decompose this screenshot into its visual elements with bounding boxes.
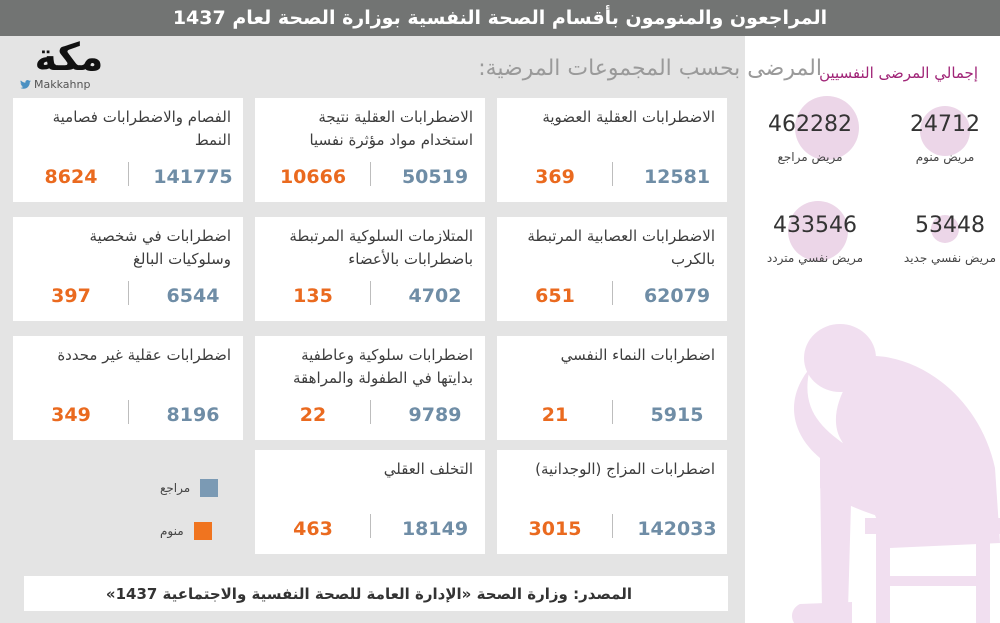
value-divider [128, 162, 129, 186]
legend-inpatient-swatch [193, 522, 212, 540]
category-label: الاضطرابات العصابية المرتبطة بالكرب [527, 227, 715, 268]
side-panel-title: إجمالي المرضى النفسيين [819, 64, 978, 82]
review-count: 50519 [401, 166, 469, 188]
logo-handle-text: Makkahnp [34, 78, 91, 91]
category-card: الفصام والاضطرابات فصامية النمط 141775 862… [13, 98, 243, 202]
stat-label: مريض منوم [915, 150, 975, 164]
value-divider [612, 400, 613, 424]
stat-bubble [931, 215, 959, 243]
category-card: المتلازمات السلوكية المرتبطة باضطرابات ب… [255, 217, 485, 321]
page-title: المراجعون والمنومون بأقسام الصحة النفسية… [172, 7, 828, 29]
stat-bubble [788, 201, 848, 261]
review-count: 6544 [166, 285, 220, 307]
stat-label: مريض نفسي جديد [903, 251, 997, 265]
legend-review-swatch [200, 479, 219, 497]
stat-value: 433546 [773, 213, 857, 238]
inpatient-count: 349 [51, 404, 91, 426]
twitter-bird-icon [20, 80, 31, 89]
inpatient-count: 651 [535, 285, 575, 307]
review-count: 12581 [643, 166, 711, 188]
category-label: المتلازمات السلوكية المرتبطة باضطرابات ب… [289, 227, 473, 268]
category-card: اضطرابات عقلية غير محددة 8196 349 [13, 336, 243, 440]
legend-review-label: مراجع [160, 481, 191, 495]
value-divider [370, 162, 371, 186]
stat-review-total: 462282 مريض مراجع [755, 96, 865, 166]
review-count: 62079 [643, 285, 711, 307]
category-card: التخلف العقلي 18149 463 [255, 450, 485, 554]
value-divider [128, 281, 129, 305]
inpatient-count: 397 [51, 285, 91, 307]
review-count: 142033 [637, 518, 717, 540]
category-label: الاضطرابات العقلية نتيجة استخدام مواد مؤ… [309, 108, 473, 149]
stat-bubble [795, 96, 859, 160]
inpatient-count: 369 [535, 166, 575, 188]
sitting-person-illustration [792, 324, 1000, 623]
value-divider [128, 400, 129, 424]
category-label: اضطرابات في شخصية وسلوكيات البالغ [89, 227, 231, 268]
stat-inpatient-total: 24712 مريض منوم [890, 106, 1000, 166]
stat-value: 53448 [915, 213, 985, 238]
review-count: 9789 [408, 404, 462, 426]
category-label: اضطرابات النماء النفسي [560, 346, 715, 364]
makkah-logo: مكة Makkahnp [14, 36, 124, 98]
category-card: الاضطرابات العصابية المرتبطة بالكرب 62079… [497, 217, 727, 321]
legend-inpatient-label: منوم [160, 524, 184, 538]
review-count: 4702 [408, 285, 462, 307]
stat-bubble [920, 106, 970, 156]
category-label: التخلف العقلي [383, 460, 473, 478]
value-divider [612, 514, 613, 538]
inpatient-count: 8624 [44, 166, 98, 188]
value-divider [370, 281, 371, 305]
inpatient-count: 135 [293, 285, 333, 307]
value-divider [370, 514, 371, 538]
section-title: المرضى بحسب المجموعات المرضية: [478, 56, 822, 81]
category-card: اضطرابات في شخصية وسلوكيات البالغ 6544 397 [13, 217, 243, 321]
category-label: اضطرابات المزاج (الوجدانية) [535, 460, 715, 478]
inpatient-count: 22 [299, 404, 327, 426]
category-label: اضطرابات عقلية غير محددة [57, 346, 231, 364]
stat-new-total: 53448 مريض نفسي جديد [895, 213, 1000, 267]
logo-handle: Makkahnp [20, 78, 124, 91]
logo-mark: مكة [34, 35, 106, 79]
review-count: 8196 [166, 404, 220, 426]
inpatient-count: 21 [541, 404, 569, 426]
value-divider [370, 400, 371, 424]
category-label: اضطرابات سلوكية وعاطفية بدايتها في الطفو… [292, 346, 473, 387]
category-card: اضطرابات النماء النفسي 5915 21 [497, 336, 727, 440]
value-divider [612, 162, 613, 186]
category-card: الاضطرابات العقلية العضوية 12581 369 [497, 98, 727, 202]
value-divider [612, 281, 613, 305]
category-card: اضطرابات سلوكية وعاطفية بدايتها في الطفو… [255, 336, 485, 440]
stat-label: مريض مراجع [777, 150, 843, 164]
legend-review: مراجع [160, 476, 240, 500]
stat-returning-total: 433546 مريض نفسي متردد [760, 201, 870, 267]
category-card: الاضطرابات العقلية نتيجة استخدام مواد مؤ… [255, 98, 485, 202]
inpatient-count: 10666 [279, 166, 347, 188]
legend-inpatient: منوم [160, 519, 240, 543]
page-title-bar: المراجعون والمنومون بأقسام الصحة النفسية… [0, 0, 1000, 36]
review-count: 5915 [650, 404, 704, 426]
category-card: اضطرابات المزاج (الوجدانية) 142033 3015 [497, 450, 727, 554]
review-count: 141775 [153, 166, 233, 188]
stat-value: 24712 [910, 112, 980, 137]
source-note: المصدر: وزارة الصحة «الإدارة العامة للصح… [24, 576, 728, 611]
stat-value: 462282 [768, 112, 852, 137]
source-text: المصدر: وزارة الصحة «الإدارة العامة للصح… [105, 584, 632, 603]
category-label: الفصام والاضطرابات فصامية النمط [52, 108, 231, 149]
inpatient-count: 463 [293, 518, 333, 540]
inpatient-count: 3015 [528, 518, 582, 540]
review-count: 18149 [401, 518, 469, 540]
category-label: الاضطرابات العقلية العضوية [542, 108, 715, 126]
stat-label: مريض نفسي متردد [766, 251, 864, 265]
